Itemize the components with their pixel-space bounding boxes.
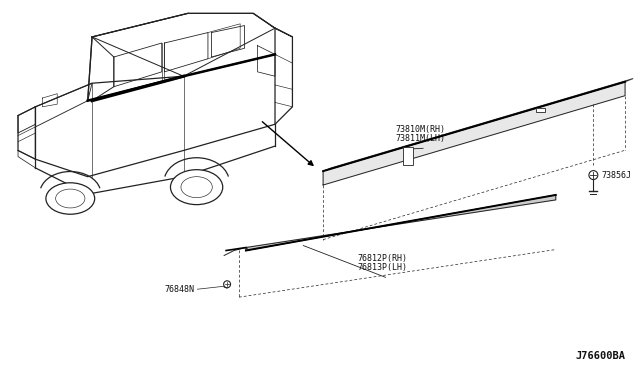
- Text: J76600BA: J76600BA: [575, 351, 625, 361]
- Ellipse shape: [170, 170, 223, 205]
- Circle shape: [589, 171, 598, 180]
- Circle shape: [223, 281, 230, 288]
- Polygon shape: [323, 82, 625, 185]
- Text: 73811M(LH): 73811M(LH): [396, 134, 445, 143]
- Ellipse shape: [181, 177, 212, 198]
- Text: 76812P(RH): 76812P(RH): [358, 254, 408, 263]
- FancyBboxPatch shape: [403, 147, 413, 165]
- FancyBboxPatch shape: [536, 108, 545, 112]
- Ellipse shape: [46, 183, 95, 214]
- Text: 76813P(LH): 76813P(LH): [358, 263, 408, 272]
- Ellipse shape: [56, 189, 85, 208]
- Polygon shape: [323, 78, 633, 171]
- Polygon shape: [246, 195, 556, 250]
- Text: 73856J: 73856J: [602, 171, 631, 180]
- Text: 73810M(RH): 73810M(RH): [396, 125, 445, 134]
- Text: 76848N: 76848N: [164, 285, 195, 294]
